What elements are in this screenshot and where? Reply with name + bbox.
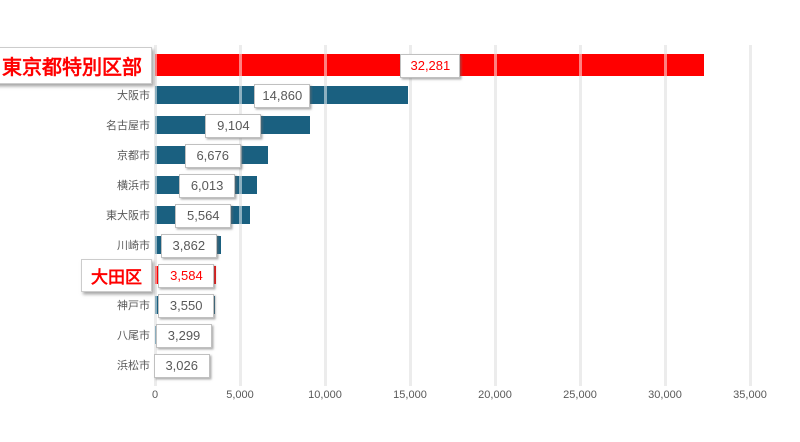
value-label: 6,013: [179, 173, 236, 198]
x-tick-label: 35,000: [733, 389, 767, 401]
category-label: 京都市: [117, 150, 150, 162]
value-label: 5,564: [175, 203, 232, 228]
highlight-callout-ota-ku: 大田区: [81, 258, 152, 292]
category-label: 八尾市: [117, 330, 150, 342]
gridline-overlay: [493, 45, 497, 386]
category-label: 東大阪市: [106, 210, 150, 222]
value-label: 32,281: [400, 53, 461, 78]
value-label: 3,584: [158, 263, 215, 288]
x-tick-label: 10,000: [308, 389, 342, 401]
gridline-overlay: [663, 45, 667, 386]
category-label: 浜松市: [117, 360, 150, 372]
category-label: 名古屋市: [106, 120, 150, 132]
category-label: 神戸市: [117, 300, 150, 312]
value-label: 6,676: [184, 143, 241, 168]
value-label: 9,104: [205, 113, 262, 138]
category-label: 大阪市: [117, 90, 150, 102]
value-label: 3,026: [153, 353, 210, 378]
category-label: 川崎市: [117, 240, 150, 252]
x-tick-label: 15,000: [393, 389, 427, 401]
value-label: 14,860: [254, 83, 311, 108]
x-tick-label: 20,000: [478, 389, 512, 401]
x-tick-label: 25,000: [563, 389, 597, 401]
gridline-overlay: [323, 45, 327, 386]
highlight-callout-tokyo-special-wards: 東京都特別区部: [0, 46, 152, 84]
x-tick-label: 30,000: [648, 389, 682, 401]
gridline-overlay: [153, 45, 157, 386]
gridline-overlay: [748, 45, 752, 386]
value-label: 3,862: [160, 233, 217, 258]
value-label: 3,550: [158, 293, 215, 318]
gridline-overlay: [578, 45, 582, 386]
gridline-overlay: [238, 45, 242, 386]
x-tick-label: 5,000: [226, 389, 254, 401]
gridline-overlay: [408, 45, 412, 386]
category-label: 横浜市: [117, 180, 150, 192]
value-label: 3,299: [156, 323, 213, 348]
x-tick-label: 0: [151, 389, 159, 401]
